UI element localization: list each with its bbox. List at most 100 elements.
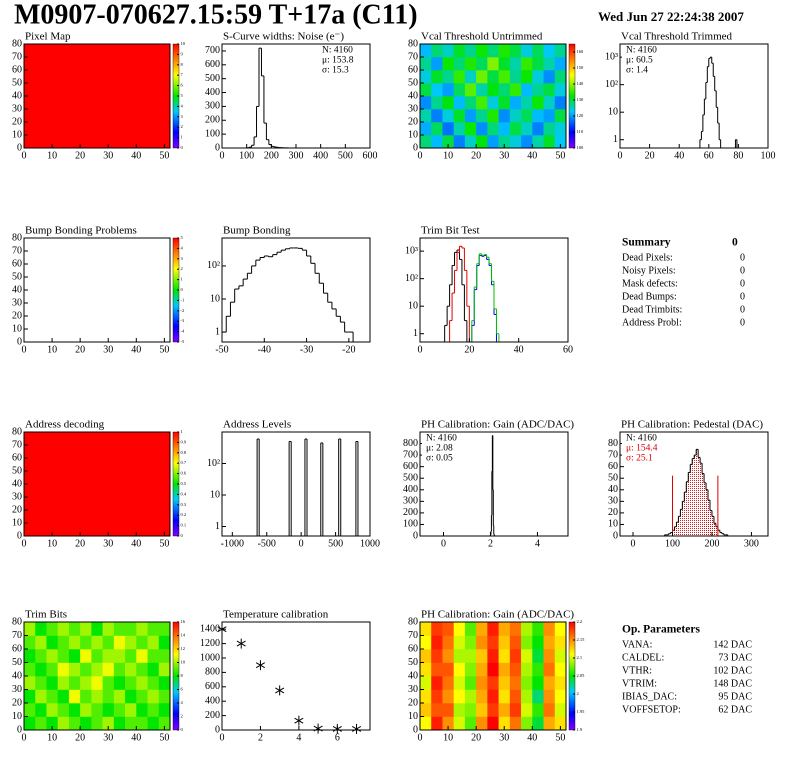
heatmap-cell: [125, 716, 137, 731]
y-tick-label: 40: [408, 670, 418, 681]
x-tick-label: 40: [674, 150, 684, 161]
x-tick-label: 100: [665, 538, 680, 549]
heatmap-cell: [498, 57, 511, 71]
heatmap-cell: [509, 135, 522, 149]
panel-title: Vcal Threshold Untrimmed: [421, 31, 543, 43]
y-tick-label: 40: [12, 284, 22, 295]
color-bar-label: 0.8: [181, 450, 187, 455]
x-tick-label: -40: [258, 344, 271, 355]
color-bar-label: 0.7: [181, 460, 187, 465]
heatmap-cell: [102, 635, 115, 650]
color-bar-label: 0.4: [181, 491, 187, 496]
x-tick-label: 400: [313, 150, 328, 161]
panel-title: PH Calibration: Pedestal (DAC): [621, 419, 763, 431]
heatmap-cell: [147, 649, 160, 663]
y-tick-label: 30: [12, 103, 22, 114]
heatmap-cell: [420, 716, 432, 731]
y-tick-label: 30: [408, 103, 418, 114]
stats-box: [622, 45, 672, 78]
y-tick-label: 600: [205, 681, 220, 692]
heatmap-cell: [498, 716, 511, 731]
parameter-value: 73 DAC: [718, 652, 752, 663]
heatmap-cell: [532, 122, 544, 136]
heatmap-cell: [521, 70, 533, 84]
heatmap-cell: [158, 716, 171, 731]
panel-title: PH Calibration: Gain (ADC/DAC): [421, 609, 574, 621]
heatmap-cell: [442, 716, 454, 731]
heatmap-cell: [487, 83, 499, 97]
heatmap-cell: [147, 716, 160, 731]
heatmap-cell: [68, 622, 81, 636]
y-tick-label: 60: [408, 64, 418, 75]
heatmap-cell: [158, 662, 171, 677]
heatmap-cell: [158, 703, 171, 717]
heatmap-cell: [113, 716, 126, 731]
x-tick-label: 10: [47, 150, 57, 161]
plot-frame: [221, 621, 371, 731]
y-tick-label: 1400: [200, 623, 220, 634]
heatmap-cell: [136, 703, 148, 717]
heatmap-cell: [125, 649, 137, 663]
heatmap-cell: [476, 70, 488, 84]
heatmap-cell: [420, 44, 432, 58]
heatmap-cell: [24, 662, 36, 677]
heatmap-cell: [420, 635, 432, 650]
heatmap-cell: [498, 109, 511, 123]
y-tick-label: 50: [12, 77, 22, 88]
heatmap-cell: [91, 649, 103, 663]
heatmap-cell: [80, 622, 92, 636]
heatmap-cell: [498, 703, 511, 717]
color-bar-label: 0: [181, 145, 184, 150]
heatmap-cell: [46, 622, 58, 636]
heatmap-cell: [442, 70, 454, 84]
x-tick-label: 100: [761, 150, 776, 161]
heatmap-cell: [487, 635, 499, 650]
heatmap-cell: [543, 622, 556, 636]
y-tick-label: 0: [17, 336, 22, 347]
x-tick-label: 80: [733, 150, 743, 161]
heatmap-cell: [476, 676, 488, 690]
heatmap-cell: [24, 44, 171, 149]
heatmap-cell: [532, 109, 544, 123]
summary-value: 0: [740, 304, 745, 315]
plot-area: [222, 238, 370, 342]
heatmap-cell: [57, 703, 70, 717]
heatmap-cell: [532, 635, 544, 650]
fit-area: [698, 457, 701, 536]
heatmap-cell: [498, 135, 511, 149]
heatmap-cell: [498, 635, 511, 650]
y-tick-label: 20: [12, 504, 22, 515]
x-tick-label: 50: [159, 538, 169, 549]
heatmap-cell: [136, 662, 148, 677]
parameter-value: 102 DAC: [713, 665, 752, 676]
y-tick-label: 800: [403, 438, 418, 449]
fit-area: [684, 492, 687, 536]
y-tick-label: 40: [608, 484, 618, 495]
y-tick-label: 0: [17, 724, 22, 735]
summary-label: Dead Trimbits:: [622, 304, 682, 315]
heatmap-cell: [420, 649, 432, 663]
heatmap-cell: [476, 96, 488, 110]
heatmap-cell: [136, 635, 148, 650]
plot-frame: [221, 237, 371, 343]
heatmap-cell: [532, 70, 544, 84]
parameter-label: CALDEL:: [622, 652, 664, 663]
y-tick-label: 700: [205, 45, 220, 56]
color-bar-label: 0: [181, 287, 184, 292]
heatmap-cell: [453, 676, 466, 690]
color-bar-label: 8: [181, 673, 184, 678]
color-bar-label: 2: [181, 714, 183, 719]
summary-value: 0: [740, 291, 745, 302]
y-tick-label: 300: [205, 101, 220, 112]
color-bar: [568, 43, 576, 149]
plot-frame: [619, 431, 769, 537]
heatmap-cell: [487, 676, 499, 690]
heatmap-cell: [521, 635, 533, 650]
plot-area: [222, 432, 370, 536]
parameter-label: IBIAS_DAC:: [622, 691, 677, 702]
summary-title: Summary: [622, 237, 671, 249]
x-tick-label: 40: [131, 150, 141, 161]
stats-line: σ: 15.3: [322, 66, 349, 76]
heatmap-cell: [476, 57, 488, 71]
